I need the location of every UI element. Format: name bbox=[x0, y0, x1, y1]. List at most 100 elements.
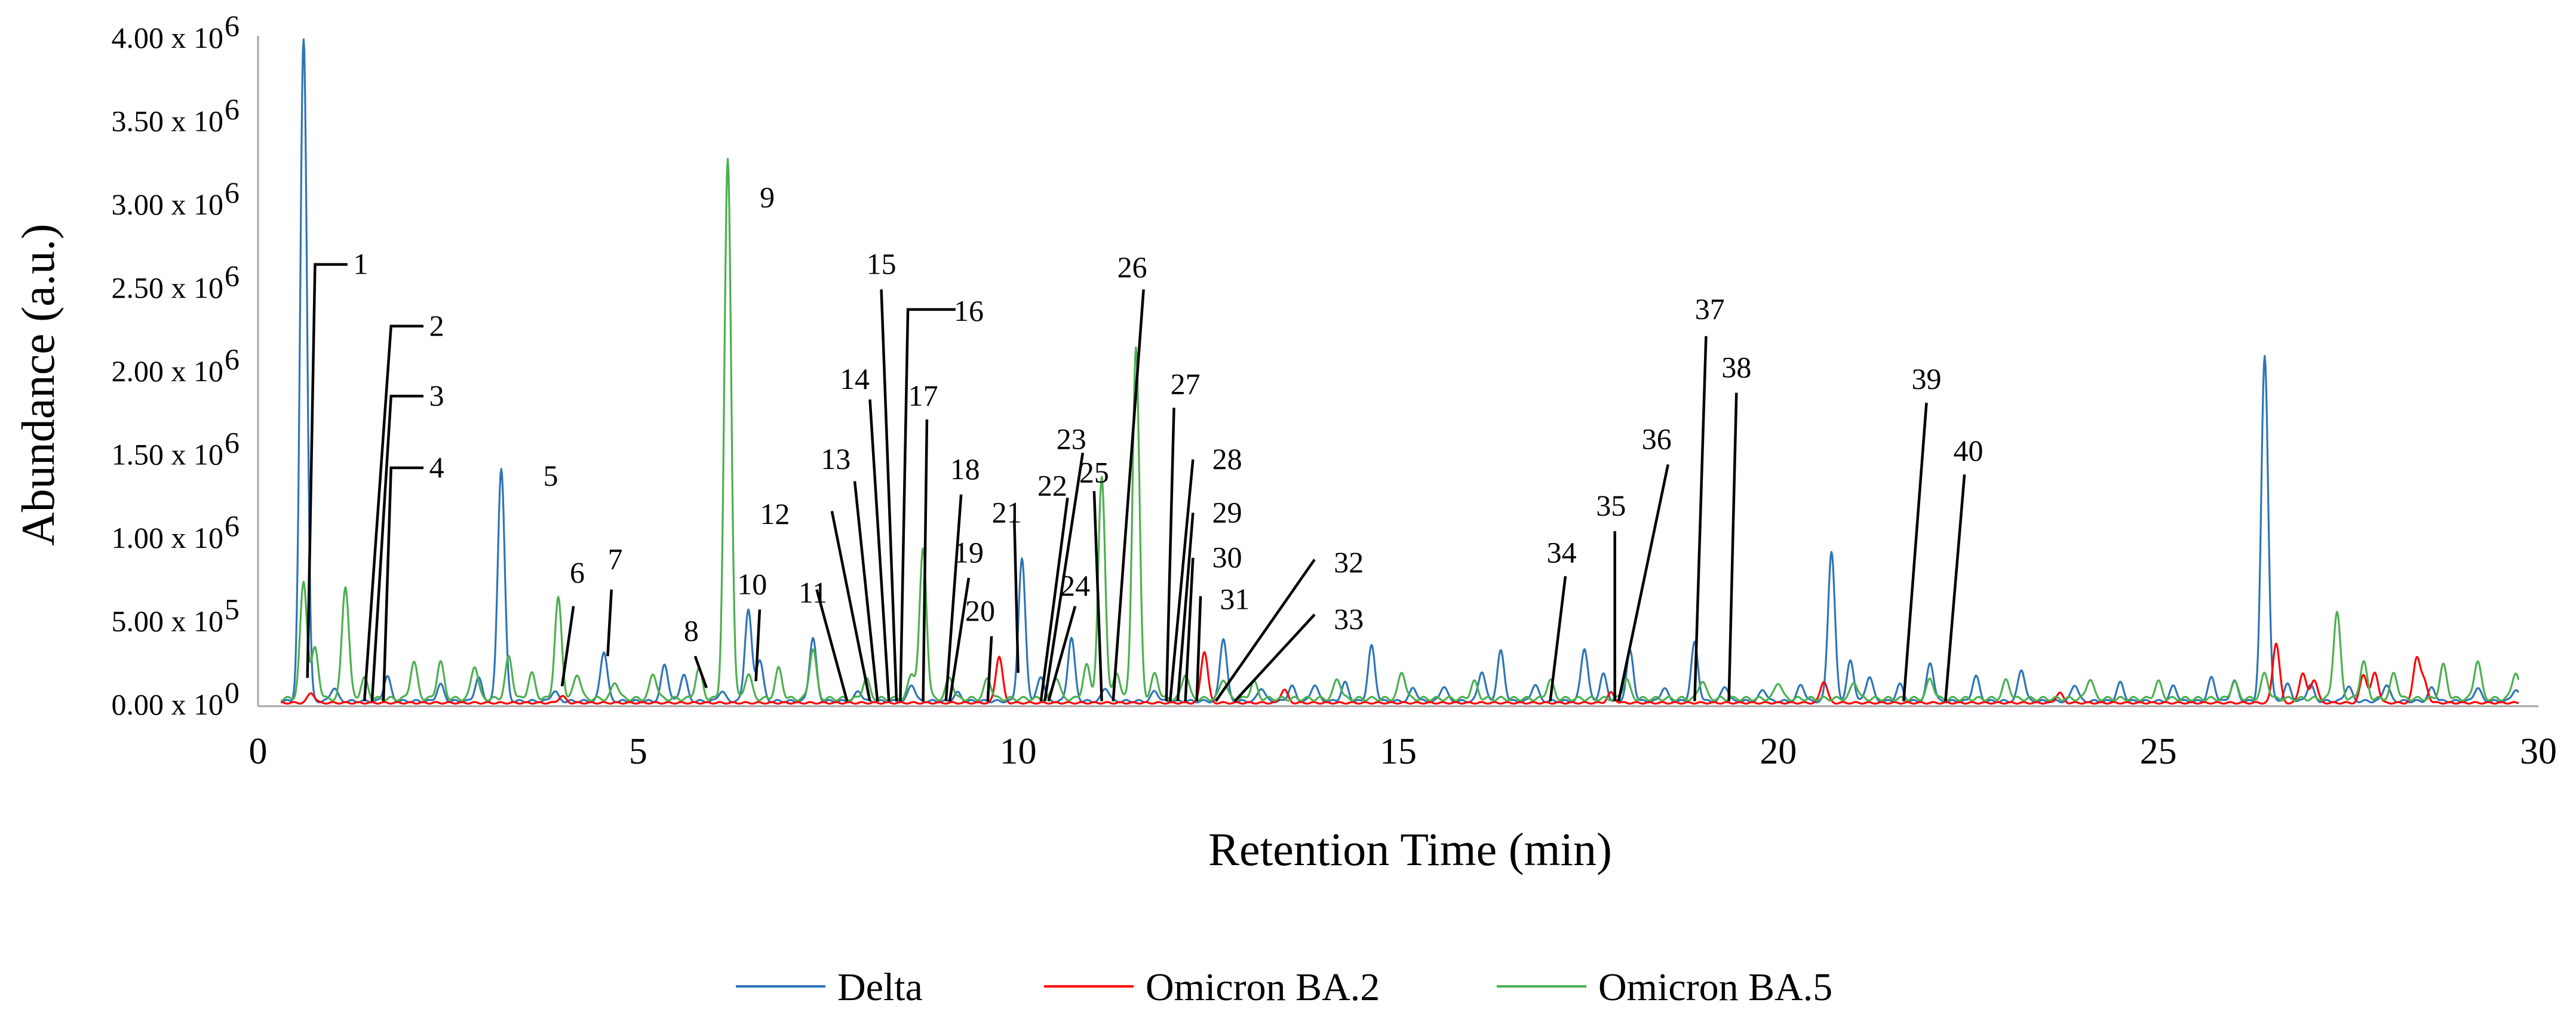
peak-leader-38 bbox=[1727, 393, 1738, 701]
peak-leader-25 bbox=[1092, 491, 1103, 701]
y-tick-exponent: 5 bbox=[225, 593, 240, 626]
peak-label-38: 38 bbox=[1721, 351, 1751, 384]
peak-label-12: 12 bbox=[760, 497, 790, 531]
peak-label-31: 31 bbox=[1220, 582, 1249, 615]
legend-label-delta: Delta bbox=[837, 965, 923, 1009]
peak-leader-14 bbox=[868, 399, 891, 701]
peak-label-29: 29 bbox=[1212, 495, 1242, 529]
peak-label-22: 22 bbox=[1037, 469, 1067, 502]
peak-label-24: 24 bbox=[1060, 569, 1090, 602]
peak-leader-19 bbox=[948, 577, 971, 701]
peak-label-4: 4 bbox=[429, 450, 444, 484]
peak-label-32: 32 bbox=[1334, 545, 1364, 579]
series-layer bbox=[280, 38, 2520, 705]
legend: Delta Omicron BA.2 Omicron BA.5 bbox=[736, 965, 1832, 1009]
y-tick-label: 3.00 x 10 bbox=[112, 188, 224, 221]
peak-label-14: 14 bbox=[840, 362, 870, 396]
peak-label-15: 15 bbox=[867, 247, 896, 281]
peak-label-2: 2 bbox=[429, 309, 444, 342]
y-tick-label: 2.00 x 10 bbox=[112, 354, 224, 388]
peak-label-34: 34 bbox=[1547, 535, 1577, 569]
y-tick-label: 1.50 x 10 bbox=[112, 438, 224, 471]
peak-label-23: 23 bbox=[1057, 422, 1086, 456]
x-tick-label: 20 bbox=[1760, 731, 1797, 772]
peak-label-9: 9 bbox=[760, 180, 775, 214]
peak-leader-32 bbox=[1214, 559, 1316, 702]
peak-leader-8 bbox=[693, 655, 708, 689]
series-line-delta bbox=[280, 38, 2520, 704]
peak-label-25: 25 bbox=[1079, 455, 1109, 489]
peak-leader-3 bbox=[370, 394, 424, 701]
peak-leader-24 bbox=[1047, 605, 1077, 702]
peak-label-1: 1 bbox=[353, 247, 368, 281]
peak-leader-1 bbox=[306, 263, 348, 678]
peak-leader-31 bbox=[1195, 596, 1202, 701]
peak-leader-22 bbox=[1039, 497, 1069, 701]
peak-leader-15 bbox=[880, 289, 898, 701]
peak-label-18: 18 bbox=[950, 452, 980, 486]
peak-leader-27 bbox=[1165, 407, 1175, 701]
y-tick-exponent: 0 bbox=[225, 676, 240, 709]
y-tick-label: 5.00 x 10 bbox=[112, 605, 224, 638]
peak-label-35: 35 bbox=[1596, 489, 1626, 522]
peak-label-6: 6 bbox=[570, 556, 585, 589]
y-tick-label: 3.50 x 10 bbox=[112, 105, 224, 138]
peak-leader-6 bbox=[560, 606, 575, 686]
peak-label-16: 16 bbox=[954, 294, 984, 327]
peak-leader-7 bbox=[606, 589, 613, 657]
peak-leader-34 bbox=[1549, 576, 1567, 701]
series-line-omicron-ba-5 bbox=[280, 158, 2520, 702]
peak-label-27: 27 bbox=[1171, 367, 1201, 401]
peak-label-39: 39 bbox=[1912, 362, 1942, 396]
peak-leader-18 bbox=[944, 494, 963, 701]
peak-label-28: 28 bbox=[1212, 442, 1242, 476]
x-axis-title: Retention Time (min) bbox=[1208, 823, 1612, 875]
peak-label-40: 40 bbox=[1954, 434, 1984, 467]
x-tick-label: 5 bbox=[629, 731, 647, 772]
peak-leader-36 bbox=[1617, 464, 1670, 702]
x-tick-label: 30 bbox=[2520, 731, 2557, 772]
legend-label-omicron-ba-5: Omicron BA.5 bbox=[1598, 965, 1832, 1009]
peak-label-20: 20 bbox=[965, 594, 995, 627]
y-tick-label: 4.00 x 10 bbox=[112, 21, 224, 54]
peak-leader-39 bbox=[1902, 403, 1928, 701]
peak-leader-11 bbox=[815, 589, 849, 702]
peak-label-8: 8 bbox=[684, 614, 699, 647]
y-axis-title: Abundance (a.u.) bbox=[12, 223, 64, 545]
peak-label-19: 19 bbox=[954, 535, 984, 569]
x-tick-label: 0 bbox=[249, 731, 268, 772]
y-tick-exponent: 6 bbox=[225, 342, 240, 376]
y-tick-label: 2.50 x 10 bbox=[112, 271, 224, 305]
peak-leader-40 bbox=[1944, 474, 1966, 701]
y-tick-exponent: 6 bbox=[225, 9, 240, 42]
peak-leader-2 bbox=[363, 324, 424, 701]
peak-leader-26 bbox=[1112, 289, 1145, 701]
peak-leader-37 bbox=[1693, 336, 1708, 701]
peak-label-13: 13 bbox=[821, 442, 851, 476]
x-tick-label: 15 bbox=[1380, 731, 1417, 772]
peak-leader-33 bbox=[1233, 614, 1316, 703]
y-tick-exponent: 6 bbox=[225, 259, 240, 293]
peak-label-30: 30 bbox=[1212, 541, 1242, 574]
y-tick-label: 1.00 x 10 bbox=[112, 521, 224, 554]
peak-leader-30 bbox=[1184, 557, 1195, 701]
peak-label-21: 21 bbox=[992, 495, 1022, 529]
y-tick-exponent: 6 bbox=[225, 509, 240, 542]
peak-label-36: 36 bbox=[1642, 422, 1672, 456]
peak-label-37: 37 bbox=[1695, 292, 1725, 326]
x-tick-label: 25 bbox=[2140, 731, 2177, 772]
peak-leader-21 bbox=[1013, 519, 1020, 673]
legend-label-omicron-ba-2: Omicron BA.2 bbox=[1146, 965, 1380, 1009]
peak-leader-17 bbox=[922, 419, 929, 701]
peak-leader-12 bbox=[830, 511, 871, 702]
axes-layer: 0.00 x 10 05.00 x 10 51.00 x 10 61.50 x 10 6… bbox=[112, 9, 2557, 772]
peak-leader-28 bbox=[1168, 459, 1195, 701]
peak-leader-4 bbox=[382, 466, 424, 701]
peak-label-33: 33 bbox=[1334, 602, 1364, 636]
peak-leader-13 bbox=[853, 481, 879, 701]
peak-leader-29 bbox=[1176, 513, 1195, 701]
peak-leader-10 bbox=[754, 609, 762, 682]
peak-label-5: 5 bbox=[543, 459, 558, 492]
peak-leader-20 bbox=[986, 636, 993, 701]
